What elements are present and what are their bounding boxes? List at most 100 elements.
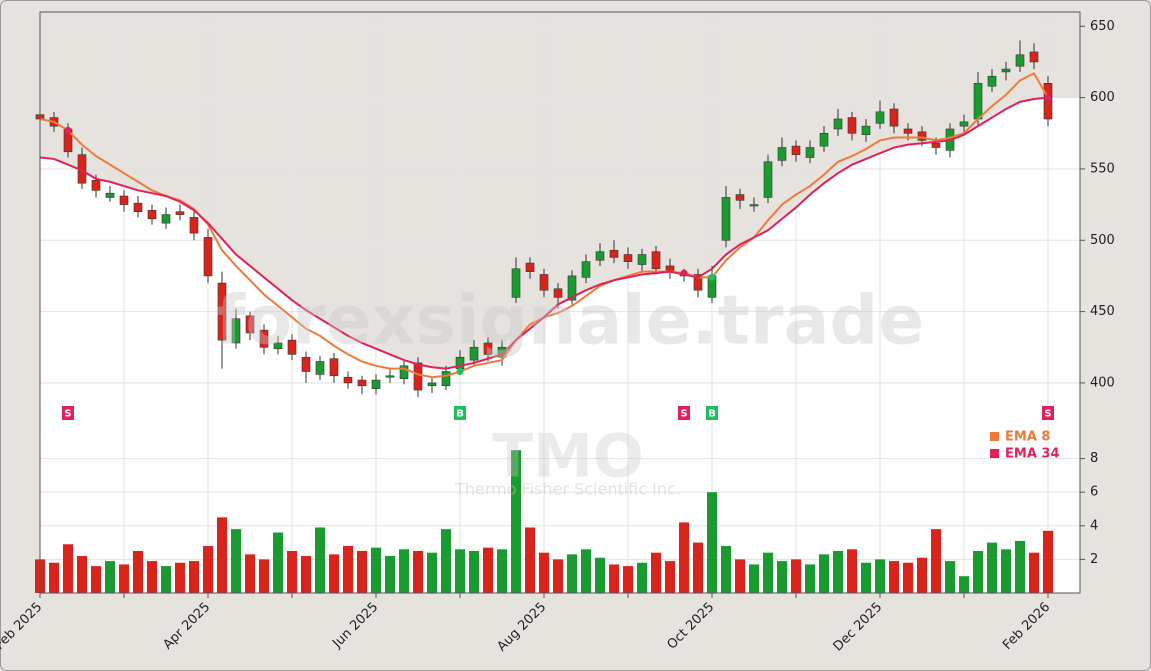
candle-body [987, 75, 997, 87]
volume-bar [931, 529, 941, 593]
volume-bar [161, 566, 171, 593]
volume-bar [623, 566, 633, 593]
candle-body [833, 118, 843, 130]
candle-body [427, 382, 437, 387]
volume-bar [889, 561, 899, 593]
legend-swatch [990, 432, 999, 441]
volume-bar [749, 564, 759, 593]
volume-bar [665, 561, 675, 593]
candle-body [133, 202, 143, 213]
candle-body [749, 204, 759, 207]
volume-bar [819, 554, 829, 593]
candle-body [623, 254, 633, 262]
volume-bar [735, 559, 745, 593]
candle-body [287, 339, 297, 355]
y-tick-label: 550 [1090, 161, 1115, 176]
volume-bar [511, 450, 521, 593]
candle-body [1029, 51, 1039, 63]
volume-bar [651, 552, 661, 593]
volume-bar [189, 561, 199, 593]
volume-bar [259, 559, 269, 593]
candle-body [119, 195, 129, 205]
candle-body [301, 356, 311, 372]
candle-body [441, 371, 451, 387]
candle-body [497, 346, 507, 358]
candle-body [343, 376, 353, 384]
volume-bar [427, 552, 437, 593]
volume-bar [175, 562, 185, 593]
volume-bar [469, 550, 479, 593]
candle-body [385, 375, 395, 378]
volume-bar [357, 550, 367, 593]
candle-body [469, 346, 479, 361]
candle-body [357, 379, 367, 387]
candle-body [245, 315, 255, 334]
candle-body [483, 342, 493, 355]
candle-body [91, 180, 101, 191]
volume-bar [875, 559, 885, 593]
volume-bar [707, 492, 717, 593]
candle-body [791, 145, 801, 155]
candle-body [777, 147, 787, 161]
signal-badge [1042, 406, 1054, 420]
volume-bar [693, 542, 703, 593]
volume-bar [763, 552, 773, 593]
watermark: forexsignale.trade [216, 282, 925, 361]
volume-bar [721, 545, 731, 593]
candle-body [721, 197, 731, 241]
candle-body [973, 83, 983, 120]
volume-bar [581, 549, 591, 593]
volume-bar [973, 550, 983, 593]
ema-line [39, 96, 1049, 370]
volume-bar [329, 554, 339, 593]
candle-body [693, 274, 703, 291]
candle-body [273, 342, 283, 349]
volume-bar [567, 554, 577, 593]
signal-badge [62, 406, 74, 420]
company-watermark: Thermo Fisher Scientific Inc. [454, 480, 681, 499]
candle-body [147, 210, 157, 220]
candle-body [1043, 83, 1053, 120]
volume-bar [987, 542, 997, 593]
plot-border [39, 11, 1081, 594]
candle-body [595, 251, 605, 261]
signal-badge [678, 406, 690, 420]
volume-bar [49, 562, 59, 593]
signal-label: B [456, 409, 464, 420]
signal-badge [454, 406, 466, 420]
volume-bar [385, 556, 395, 593]
y-tick-label: 500 [1090, 233, 1115, 248]
legend-label: EMA 34 [1005, 447, 1060, 462]
legend-swatch [990, 449, 999, 458]
volume-bar [1029, 552, 1039, 593]
volume-bar [833, 550, 843, 593]
volume-bar [119, 564, 129, 593]
candle-body [203, 237, 213, 277]
candle-body [735, 194, 745, 201]
volume-bar [273, 532, 283, 593]
volume-bar [917, 557, 927, 593]
volume-bar [847, 549, 857, 593]
candle-body [861, 125, 871, 135]
candle-body [539, 274, 549, 291]
volume-bar [91, 566, 101, 593]
volume-bar [63, 544, 73, 593]
volume-bar [609, 564, 619, 593]
volume-bar [679, 522, 689, 593]
candle-body [315, 361, 325, 375]
volume-bar [287, 550, 297, 593]
volume-bar [791, 559, 801, 593]
shade [40, 12, 1080, 369]
volume-bar [245, 554, 255, 593]
candle-body [511, 268, 521, 298]
volume-bar [455, 549, 465, 593]
volume-bar [301, 556, 311, 593]
volume-bar [371, 547, 381, 593]
volume-bar [959, 576, 969, 593]
signal-dot [64, 126, 72, 134]
signal-dot [1044, 94, 1052, 102]
candle-body [553, 288, 563, 298]
candle-body [847, 117, 857, 134]
candle-body [931, 142, 941, 148]
volume-bar [861, 562, 871, 593]
